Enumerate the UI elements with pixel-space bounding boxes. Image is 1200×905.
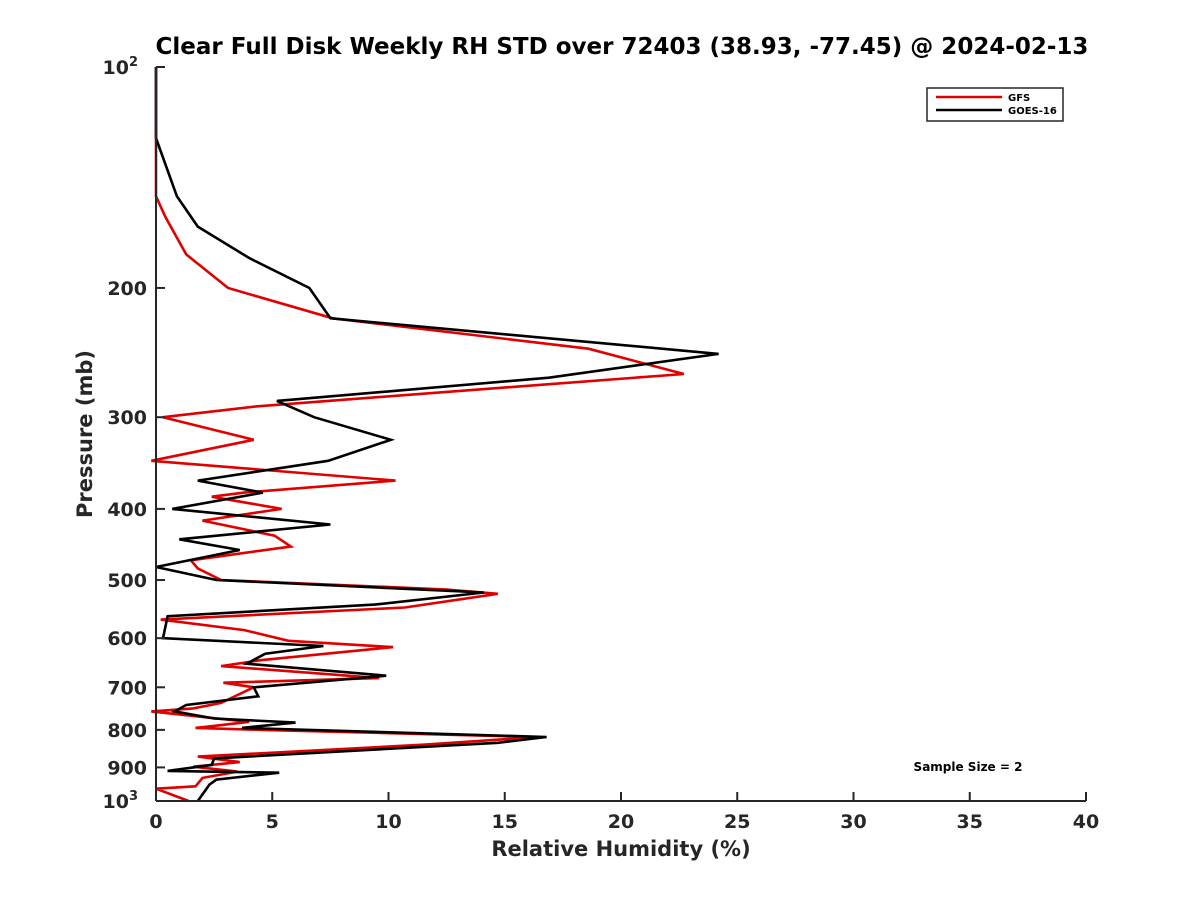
- y-tick-label: 800: [107, 720, 147, 742]
- chart-title: Clear Full Disk Weekly RH STD over 72403…: [156, 34, 1089, 60]
- x-tick-label: 30: [840, 811, 866, 833]
- y-tick-label: 103: [103, 789, 139, 813]
- y-tick-label: 400: [107, 499, 147, 521]
- x-tick-label: 5: [266, 811, 279, 833]
- y-tick-label: 700: [107, 677, 147, 699]
- y-tick-label: 900: [107, 757, 147, 779]
- x-axis-ticks: 0 5 10 15 20 25 30 35 40: [149, 792, 1099, 833]
- y-tick-label: 102: [103, 55, 139, 79]
- x-tick-label: 10: [375, 811, 401, 833]
- x-tick-label: 20: [608, 811, 634, 833]
- y-tick-label: 200: [107, 278, 147, 300]
- y-axis-label: Pressure (mb): [73, 350, 97, 518]
- plot-area: 0 5 10 15 20 25 30 35 40 102 200 300 400 500 600 700 80…: [103, 55, 1100, 833]
- x-tick-label: 25: [724, 811, 750, 833]
- y-axis-ticks: 102 200 300 400 500 600 700 800 900 103: [103, 55, 165, 813]
- legend-label-gfs: GFS: [1008, 93, 1030, 104]
- x-axis-label: Relative Humidity (%): [491, 837, 750, 861]
- x-tick-label: 0: [149, 811, 162, 833]
- legend-box: [926, 87, 1064, 122]
- x-tick-label: 35: [957, 811, 983, 833]
- y-tick-label: 600: [107, 628, 147, 650]
- legend-label-goes16: GOES-16: [1008, 106, 1057, 117]
- legend: GFS GOES-16: [926, 87, 1064, 122]
- series-line-goes16: [154, 67, 719, 802]
- series-group: [151, 67, 719, 803]
- series-line-gfs: [151, 67, 685, 803]
- x-tick-label: 40: [1073, 811, 1099, 833]
- sample-size-annotation: Sample Size = 2: [914, 760, 1023, 774]
- x-tick-label: 15: [492, 811, 518, 833]
- y-tick-label: 300: [107, 407, 147, 429]
- y-tick-label: 500: [107, 570, 147, 592]
